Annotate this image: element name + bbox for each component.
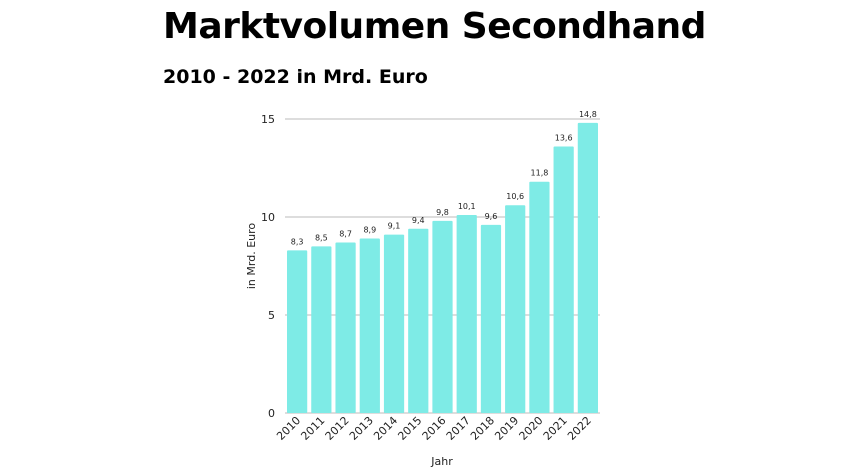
chart-title: Marktvolumen Secondhand bbox=[163, 6, 706, 47]
x-tick-label: 2022 bbox=[565, 414, 594, 443]
data-label: 8,3 bbox=[291, 237, 304, 246]
bar bbox=[505, 205, 526, 413]
data-label: 11,8 bbox=[531, 169, 549, 178]
bar bbox=[529, 181, 550, 413]
bar bbox=[432, 220, 453, 413]
data-label: 8,7 bbox=[339, 229, 352, 238]
x-axis-title: Jahr bbox=[430, 455, 453, 468]
x-tick-label: 2021 bbox=[541, 414, 570, 443]
x-tick-label: 2014 bbox=[371, 414, 400, 443]
x-tick-label: 2017 bbox=[444, 414, 473, 443]
x-axis-ticks: 2010201120122013201420152016201720182019… bbox=[274, 414, 594, 443]
bar bbox=[383, 234, 405, 413]
data-labels: 8,3 8,5 8,7 8,9 9,1 9,4 9,8 10,1 9,6 10,6 11,8 13,6… bbox=[291, 110, 597, 246]
y-axis-title: in Mrd. Euro bbox=[245, 223, 258, 290]
bar bbox=[359, 238, 380, 413]
bar bbox=[480, 224, 502, 413]
x-tick-label: 2020 bbox=[517, 414, 546, 443]
bar bbox=[311, 246, 332, 413]
bar bbox=[577, 122, 598, 414]
x-tick-label: 2018 bbox=[468, 414, 497, 443]
bar bbox=[335, 242, 356, 413]
chart-subtitle: 2010 - 2022 in Mrd. Euro bbox=[163, 66, 428, 88]
data-label: 8,5 bbox=[315, 233, 328, 242]
x-tick-label: 2012 bbox=[323, 414, 352, 443]
bars bbox=[287, 122, 598, 414]
x-tick-label: 2013 bbox=[347, 414, 376, 443]
data-label: 9,1 bbox=[388, 222, 401, 231]
x-tick-label: 2016 bbox=[420, 414, 449, 443]
y-tick-label: 15 bbox=[261, 113, 275, 126]
y-axis-ticks: 0 5 10 15 bbox=[261, 113, 275, 420]
data-label: 9,6 bbox=[485, 212, 498, 221]
data-label: 9,4 bbox=[412, 216, 425, 225]
data-label: 14,8 bbox=[579, 110, 597, 119]
data-label: 10,1 bbox=[458, 202, 476, 211]
data-label: 10,6 bbox=[506, 192, 524, 201]
x-tick-label: 2015 bbox=[395, 414, 424, 443]
x-tick-label: 2019 bbox=[492, 414, 521, 443]
data-label: 13,6 bbox=[555, 133, 573, 142]
x-tick-label: 2010 bbox=[274, 414, 303, 443]
data-label: 8,9 bbox=[363, 226, 376, 235]
y-tick-label: 10 bbox=[261, 211, 275, 224]
bar bbox=[456, 215, 477, 413]
bar bbox=[553, 146, 574, 413]
y-tick-label: 0 bbox=[268, 407, 275, 420]
data-label: 9,8 bbox=[436, 208, 449, 217]
y-tick-label: 5 bbox=[268, 309, 275, 322]
bar bbox=[408, 228, 429, 413]
x-tick-label: 2011 bbox=[298, 414, 327, 443]
bar bbox=[287, 250, 308, 413]
